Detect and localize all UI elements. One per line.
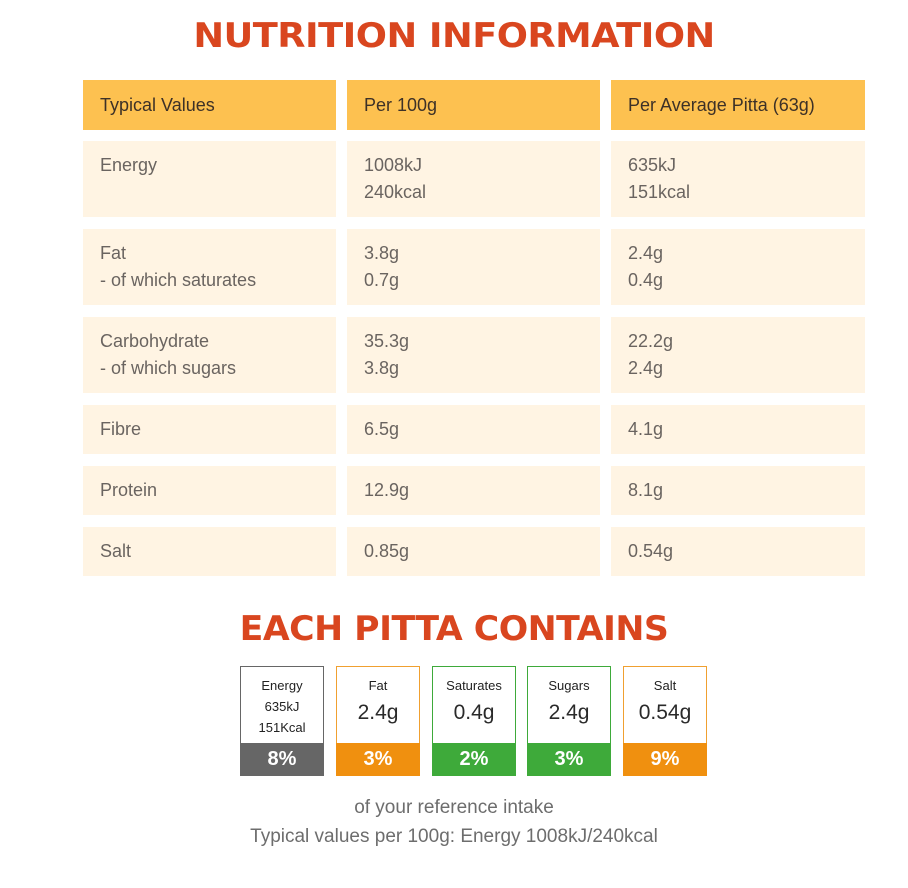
gda-value: 0.54g <box>638 701 692 724</box>
gda-label: Salt <box>653 678 677 693</box>
value: 22.2g <box>628 331 674 351</box>
each-pitta-contains-title: EACH PITTA CONTAINS <box>239 609 669 649</box>
value: 8.1g <box>628 480 664 500</box>
value-kcal: 151kcal <box>628 182 691 202</box>
gda-salt: Salt 0.54g 9% <box>623 666 707 776</box>
value: 0.85g <box>364 541 410 561</box>
gda-percent: 9% <box>623 743 707 776</box>
header-per-pitta: Per Average Pitta (63g) <box>611 80 865 130</box>
nutrient-label: Carbohydrate <box>100 331 210 351</box>
sub-value: 0.7g <box>364 270 400 290</box>
value: 12.9g <box>364 480 410 500</box>
row-protein-per100g: 12.9g <box>347 466 600 515</box>
row-fat-per100g: 3.8g 0.7g <box>347 229 600 305</box>
value: 2.4g <box>628 243 664 263</box>
gda-label: Saturates <box>446 678 502 693</box>
gda-sugars-top: Sugars 2.4g <box>528 667 610 744</box>
nutrient-label: Fibre <box>100 419 142 439</box>
header-typical-values: Typical Values <box>83 80 336 130</box>
row-carbohydrate-per-pitta: 22.2g 2.4g <box>611 317 865 393</box>
row-protein-per-pitta: 8.1g <box>611 466 865 515</box>
sub-nutrient-label: - of which saturates <box>100 270 257 290</box>
value: 6.5g <box>364 419 400 439</box>
row-fibre-per-pitta: 4.1g <box>611 405 865 454</box>
row-salt-per100g: 0.85g <box>347 527 600 576</box>
nutrient-label: Fat <box>100 243 127 263</box>
sub-nutrient-label: - of which sugars <box>100 358 237 378</box>
value: 4.1g <box>628 419 664 439</box>
value: 0.54g <box>628 541 674 561</box>
row-energy-per100g: 1008kJ 240kcal <box>347 141 600 217</box>
row-fat-per-pitta: 2.4g 0.4g <box>611 229 865 305</box>
row-fibre-per100g: 6.5g <box>347 405 600 454</box>
gda-saturates: Saturates 0.4g 2% <box>432 666 516 776</box>
nutrient-label: Protein <box>100 480 158 500</box>
gda-value: 0.4g <box>453 701 495 724</box>
sub-value: 3.8g <box>364 358 400 378</box>
gda-label: Sugars <box>548 678 590 693</box>
row-energy-label: Energy <box>83 141 336 217</box>
value: 3.8g <box>364 243 400 263</box>
gda-percent: 3% <box>336 743 420 776</box>
nutrient-label: Energy <box>100 155 158 175</box>
gda-energy-top: Energy 635kJ 151Kcal <box>241 667 323 744</box>
value-kj: 1008kJ <box>364 155 423 175</box>
row-energy-per-pitta: 635kJ 151kcal <box>611 141 865 217</box>
gda-percent: 2% <box>432 743 516 776</box>
nutrient-label: Salt <box>100 541 132 561</box>
value-kj: 635kJ <box>628 155 677 175</box>
gda-kj: 635kJ <box>264 699 300 714</box>
gda-fat: Fat 2.4g 3% <box>336 666 420 776</box>
gda-saturates-top: Saturates 0.4g <box>433 667 515 744</box>
gda-label: Energy <box>261 678 303 693</box>
row-fat-label: Fat - of which saturates <box>83 229 336 305</box>
typical-values-note: Typical values per 100g: Energy 1008kJ/2… <box>250 826 658 847</box>
row-carbohydrate-label: Carbohydrate - of which sugars <box>83 317 336 393</box>
row-salt-per-pitta: 0.54g <box>611 527 865 576</box>
sub-value: 2.4g <box>628 358 664 378</box>
gda-salt-top: Salt 0.54g <box>624 667 706 744</box>
row-salt-label: Salt <box>83 527 336 576</box>
row-protein-label: Protein <box>83 466 336 515</box>
sub-value: 0.4g <box>628 270 664 290</box>
gda-energy: Energy 635kJ 151Kcal 8% <box>240 666 324 776</box>
gda-value: 2.4g <box>357 701 399 724</box>
gda-percent: 3% <box>527 743 611 776</box>
gda-kcal: 151Kcal <box>258 720 306 735</box>
gda-percent: 8% <box>240 743 324 776</box>
value: 35.3g <box>364 331 410 351</box>
value-kcal: 240kcal <box>364 182 427 202</box>
reference-intake-note: of your reference intake <box>354 797 554 818</box>
row-carbohydrate-per100g: 35.3g 3.8g <box>347 317 600 393</box>
nutrition-information-title: NUTRITION INFORMATION <box>193 16 715 56</box>
gda-label: Fat <box>368 678 388 693</box>
header-per-100g: Per 100g <box>347 80 600 130</box>
gda-sugars: Sugars 2.4g 3% <box>527 666 611 776</box>
row-fibre-label: Fibre <box>83 405 336 454</box>
gda-fat-top: Fat 2.4g <box>337 667 419 744</box>
gda-value: 2.4g <box>548 701 590 724</box>
